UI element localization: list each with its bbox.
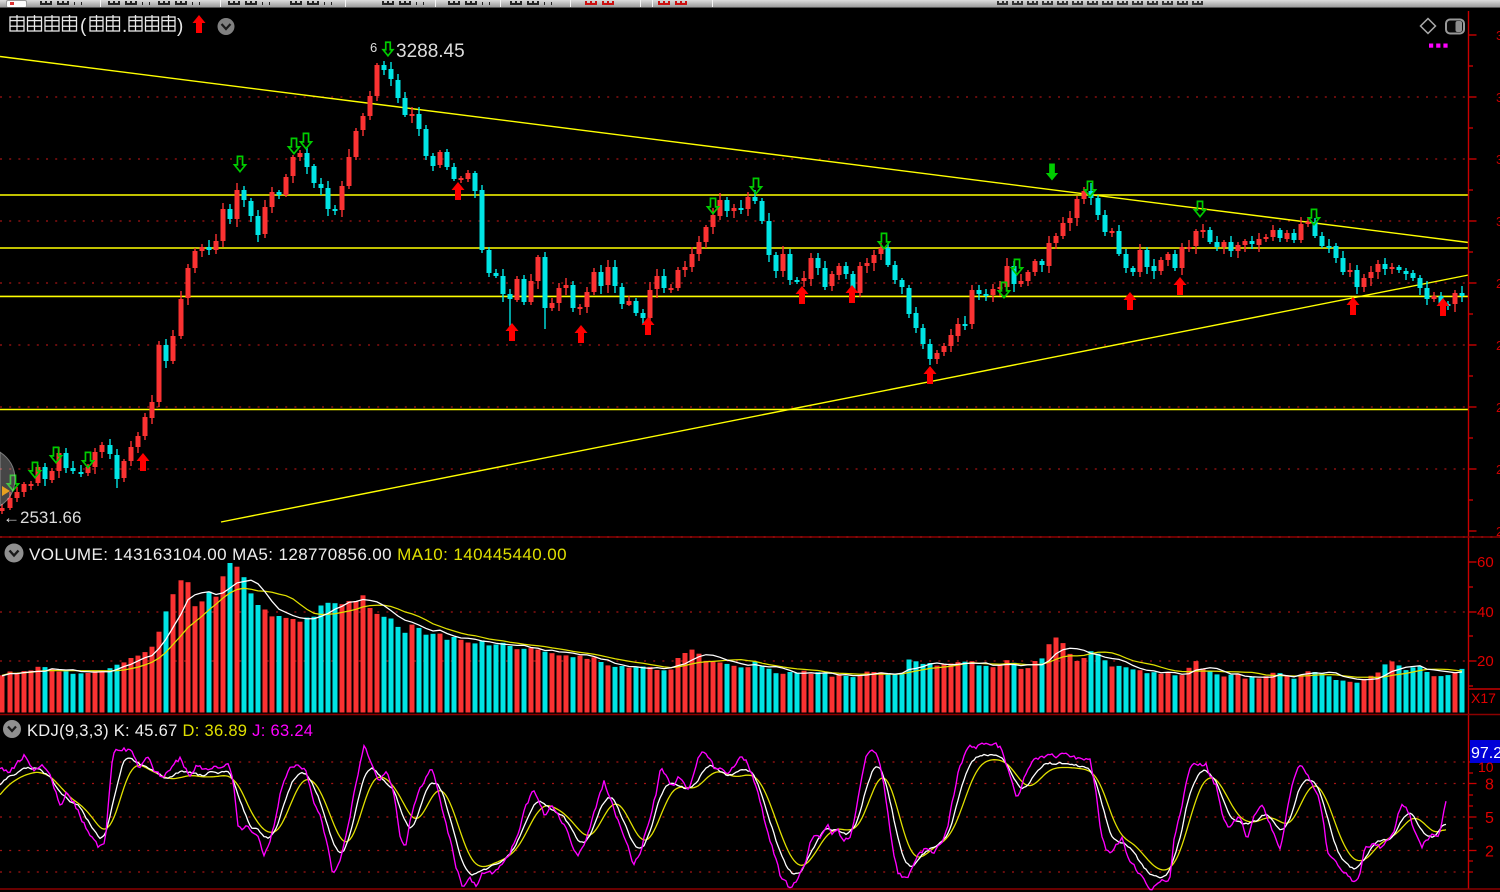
- svg-text:2: 2: [1485, 844, 1494, 861]
- svg-text:3288.45: 3288.45: [396, 41, 465, 62]
- svg-text:31: 31: [1496, 90, 1500, 105]
- svg-text:X17: X17: [1471, 690, 1496, 706]
- svg-text:60: 60: [1477, 554, 1494, 571]
- svg-text:.: .: [122, 16, 127, 37]
- svg-text:21: 21: [1496, 338, 1500, 353]
- svg-text:VOLUME: 143163104.00 MA5: 128: VOLUME: 143163104.00 MA5: 128770856.00 M…: [29, 545, 567, 564]
- svg-text:21: 21: [1496, 524, 1500, 539]
- svg-text:21: 21: [1496, 400, 1500, 415]
- svg-text:10: 10: [1478, 759, 1494, 775]
- svg-text:31: 31: [1496, 214, 1500, 229]
- svg-text:97.2: 97.2: [1471, 745, 1500, 762]
- svg-text:): ): [177, 16, 183, 37]
- svg-text:KDJ(9,3,3) K: 45.67 D: 36.: KDJ(9,3,3) K: 45.67 D: 36.89 J: 63.24: [27, 722, 313, 740]
- svg-text:←2531.66: ←2531.66: [3, 508, 81, 527]
- svg-text:8: 8: [1485, 777, 1494, 794]
- svg-text:21: 21: [1496, 276, 1500, 291]
- svg-text:21: 21: [1496, 462, 1500, 477]
- svg-text:6: 6: [370, 40, 377, 55]
- svg-text:31: 31: [1496, 152, 1500, 167]
- svg-text:(: (: [80, 16, 87, 37]
- svg-text:40: 40: [1477, 604, 1494, 621]
- svg-text:20: 20: [1477, 653, 1494, 670]
- svg-text:31: 31: [1496, 28, 1500, 43]
- svg-text:5: 5: [1485, 810, 1494, 827]
